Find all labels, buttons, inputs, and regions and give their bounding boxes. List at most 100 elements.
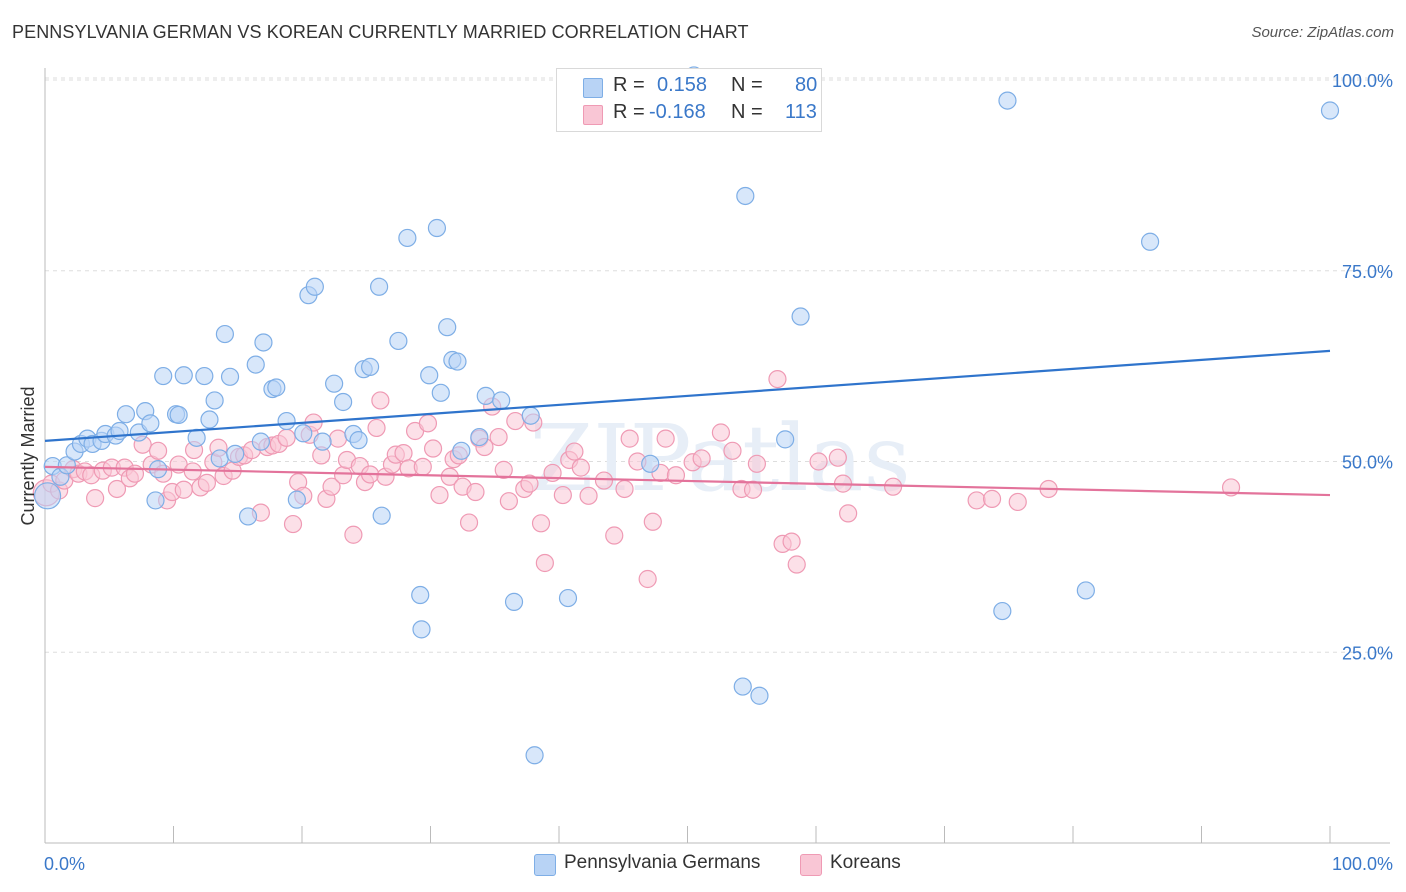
korean-point (982, 489, 1002, 508)
pennsylvania-german-point (998, 91, 1017, 110)
legend-n-label: N = (731, 74, 763, 96)
pennsylvania-german-point (750, 686, 769, 705)
pennsylvania-german-point (476, 386, 495, 405)
legend-swatch-pink (583, 105, 603, 125)
korean-point (322, 477, 341, 496)
korean-point (174, 480, 193, 499)
legend-n-label: N = (731, 101, 763, 123)
korean-point (494, 460, 513, 479)
korean-point (743, 480, 763, 499)
correlation-legend: R = 0.158 N = 80 R = -0.168 N = 113 (556, 68, 822, 132)
pennsylvania-german-point (238, 507, 258, 526)
korean-point (344, 525, 363, 544)
legend-r-value: -0.168 (649, 101, 706, 123)
legend-swatch-pink (800, 854, 822, 876)
pennsylvania-german-point (411, 585, 430, 605)
korean-point (283, 514, 303, 534)
korean-point (615, 479, 634, 499)
pennsylvania-german-point (1140, 232, 1160, 251)
korean-point (489, 427, 508, 447)
korean-point (506, 411, 525, 431)
pennsylvania-german-point (412, 620, 431, 639)
pennsylvania-german-point (195, 366, 214, 386)
legend-swatch-blue (534, 854, 556, 876)
korean-point (1008, 492, 1027, 512)
pennsylvania-german-point (1076, 581, 1095, 600)
korean-point (711, 423, 731, 442)
korean-point (430, 485, 449, 505)
korean-point (277, 428, 296, 447)
korean-point (747, 454, 766, 473)
korean-point (334, 466, 353, 485)
legend-label: Pennsylvania Germans (564, 852, 761, 873)
korean-point (571, 458, 590, 477)
legend-r-label: R = (613, 101, 645, 123)
korean-point (839, 504, 858, 523)
pennsylvania-german-point (287, 490, 306, 509)
pennsylvania-german-point (254, 333, 273, 352)
pennsylvania-german-point (370, 277, 389, 296)
pennsylvania-german-point (325, 374, 344, 393)
korean-point (666, 466, 686, 485)
x-tick-label: 100.0% (1332, 854, 1393, 874)
pennsylvania-german-point (525, 746, 544, 765)
pennsylvania-german-point (470, 427, 489, 447)
legend-r-value: 0.158 (657, 74, 708, 96)
korean-point (520, 474, 539, 493)
pennsylvania-german-point (141, 414, 160, 433)
korean-point (828, 448, 847, 467)
pennsylvania-german-point (33, 482, 62, 510)
pennsylvania-german-point (1320, 101, 1340, 120)
pennsylvania-german-point (174, 366, 193, 385)
y-tick-label: 25.0% (1342, 643, 1393, 663)
korean-point (967, 491, 986, 510)
pennsylvania-german-point (504, 592, 524, 611)
pennsylvania-german-point (210, 449, 229, 468)
korean-point (499, 492, 518, 511)
pennsylvania-german-point (438, 318, 457, 337)
pennsylvania-german-point (154, 366, 173, 386)
korean-point (643, 512, 662, 531)
legend-row-koreans: R = -0.168 N = 113 (557, 101, 821, 127)
pennsylvania-german-point (57, 456, 76, 475)
pennsylvania-german-point (452, 441, 471, 460)
chart-source: Source: ZipAtlas.com (1251, 24, 1394, 41)
x-tick-label: 0.0% (44, 854, 85, 874)
pennsylvania-german-point (448, 352, 467, 371)
pennsylvania-german-point (313, 432, 332, 451)
korean-point (148, 441, 168, 460)
korean-point (371, 391, 390, 410)
korean-point (605, 526, 624, 545)
pennsylvania-german-point (169, 405, 188, 425)
pennsylvania-german-point (372, 506, 391, 525)
legend-label: Koreans (830, 852, 901, 873)
pennsylvania-german-point (200, 410, 219, 429)
korean-point (768, 369, 787, 389)
korean-point (86, 489, 105, 508)
pennsylvania-german-point (246, 355, 265, 374)
pennsylvania-german-point (205, 391, 224, 410)
korean-point (394, 444, 413, 463)
korean-point (535, 553, 554, 573)
pennsylvania-german-point (305, 277, 324, 296)
korean-point (782, 532, 801, 551)
y-tick-label: 50.0% (1342, 453, 1393, 473)
pennsylvania-german-trendline (44, 349, 1331, 442)
korean-point (809, 452, 828, 471)
korean-point (413, 457, 432, 476)
korean-point (418, 414, 438, 433)
y-axis-title: Currently Married (18, 386, 38, 525)
pennsylvania-german-point (427, 218, 447, 238)
axes-layer (44, 68, 1390, 844)
chart-title: PENNSYLVANIA GERMAN VS KOREAN CURRENTLY … (12, 22, 749, 42)
pennsylvania-german-point (215, 324, 234, 344)
pennsylvania-german-point (431, 383, 450, 402)
korean-point (620, 429, 639, 448)
legend-swatch-blue (583, 78, 603, 98)
korean-point (638, 569, 657, 589)
pennsylvania-german-point (776, 430, 795, 449)
korean-point (183, 462, 202, 481)
korean-point (367, 418, 386, 438)
pennsylvania-german-point (334, 392, 353, 412)
korean-point (459, 513, 479, 532)
